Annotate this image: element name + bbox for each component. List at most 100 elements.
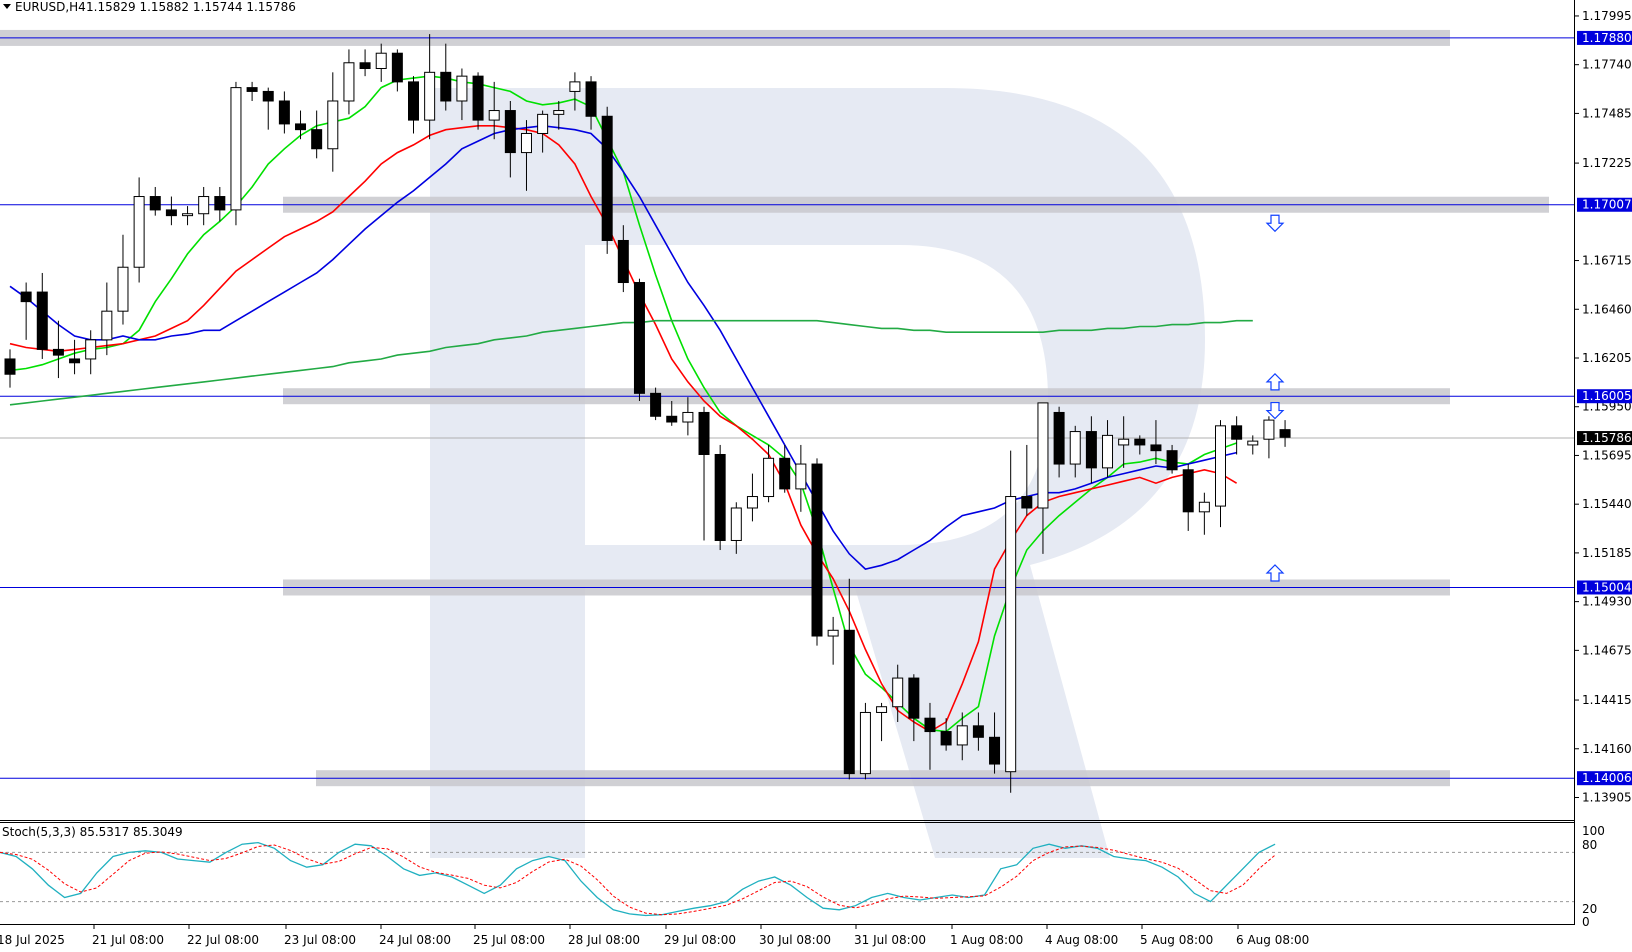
candle-10: [165, 196, 177, 226]
candle-body: [343, 62, 355, 102]
candle-body: [214, 196, 226, 211]
candle-body: [908, 677, 920, 719]
time-label: 23 Jul 08:00: [284, 933, 356, 947]
candle-33: [537, 110, 549, 153]
ma-line-ma_long: [9, 319, 1253, 406]
candle-body: [198, 196, 210, 215]
candle-40: [650, 387, 662, 421]
candle-68: [1102, 420, 1114, 478]
candle-body: [262, 90, 274, 102]
candle-body: [504, 110, 516, 154]
candle-body: [924, 717, 936, 733]
candle-45: [730, 502, 742, 554]
time-label: 5 Aug 08:00: [1140, 933, 1213, 947]
candle-body: [795, 463, 807, 490]
time-label: 30 Jul 08:00: [759, 933, 831, 947]
candle-55: [892, 664, 904, 723]
candle-5: [85, 330, 97, 375]
candle-73: [1182, 464, 1194, 531]
candle-body: [327, 100, 339, 150]
candle-body: [488, 110, 500, 121]
candle-body: [1134, 438, 1146, 446]
candle-body: [133, 196, 145, 268]
candle-body: [827, 629, 839, 637]
candle-body: [246, 87, 258, 92]
time-label: 6 Aug 08:00: [1236, 933, 1309, 947]
horizontal-levels: [0, 37, 1574, 779]
candle-body: [746, 496, 758, 509]
time-label: 25 Jul 08:00: [473, 933, 545, 947]
candle-body: [650, 392, 662, 417]
candle-body: [989, 736, 1001, 765]
candle-body: [295, 123, 307, 131]
candle-69: [1118, 416, 1130, 468]
candle-18: [295, 110, 307, 140]
price-tick-label: 1.13905: [1582, 790, 1632, 804]
symbol-dropdown-icon[interactable]: [3, 4, 11, 9]
candle-body: [537, 113, 549, 134]
candle-16: [262, 87, 274, 130]
candle-42: [682, 397, 694, 436]
level-tag-label: 1.16005: [1582, 389, 1632, 403]
candle-72: [1166, 444, 1178, 474]
level-tag-bg: [1577, 30, 1632, 45]
candle-body: [182, 213, 194, 217]
time-axis-labels: 18 Jul 2025 21 Jul 08:00 22 Jul 08:00 23 Ju…: [0, 924, 1309, 947]
candle-77: [1247, 435, 1259, 455]
candle-26: [424, 34, 436, 140]
candle-76: [1231, 416, 1243, 455]
candle-body: [1166, 450, 1178, 471]
candle-35: [569, 72, 581, 111]
price-tick-label: 1.15185: [1582, 546, 1632, 560]
price-tick-label: 1.17740: [1582, 58, 1632, 72]
price-tick-label: 1.17225: [1582, 156, 1632, 170]
candle-25: [408, 76, 419, 134]
candle-body: [1198, 501, 1210, 513]
candle-body: [278, 100, 290, 125]
candle-7: [117, 234, 129, 325]
candle-body: [375, 52, 387, 70]
candle-body: [4, 358, 16, 375]
time-label: 21 Jul 08:00: [92, 933, 164, 947]
stoch-level-label: 0: [1582, 915, 1590, 929]
price-tick-label: 1.15695: [1582, 448, 1632, 462]
candle-body: [1263, 419, 1275, 440]
candle-body: [520, 132, 532, 154]
candle-19: [311, 110, 323, 159]
level-tag-label: 1.15004: [1582, 580, 1632, 594]
candle-39: [633, 278, 645, 401]
candle-31: [504, 100, 516, 178]
price-tick-label: 1.15440: [1582, 497, 1632, 511]
candle-74: [1198, 492, 1210, 535]
candle-body: [1069, 431, 1081, 465]
candle-15: [246, 81, 258, 101]
level-tag-label: 1.14006: [1582, 771, 1632, 785]
candle-49: [795, 444, 807, 512]
candle-body: [1182, 469, 1194, 513]
time-label: 1 Aug 08:00: [950, 933, 1023, 947]
candle-body: [1215, 425, 1226, 507]
candle-body: [1279, 429, 1291, 438]
candle-79: [1279, 420, 1291, 447]
candle-71: [1150, 420, 1162, 465]
candle-body: [440, 71, 452, 102]
candlesticks: [4, 34, 1291, 793]
level-tag-bg: [1577, 389, 1632, 404]
candle-body: [230, 87, 242, 211]
symbol-label: EURUSD,H4: [15, 0, 86, 14]
time-label: 24 Jul 08:00: [379, 933, 451, 947]
price-tick-label: 1.17485: [1582, 106, 1632, 120]
price-tick-label: 1.15950: [1582, 400, 1632, 414]
candle-body: [101, 310, 113, 341]
candle-43: [698, 406, 710, 541]
stochastic-oscillator: [0, 841, 1276, 917]
ma-line-ma_slow: [9, 124, 1237, 570]
candle-48: [779, 444, 791, 493]
candle-36: [585, 76, 597, 130]
level-tag-bg: [1577, 197, 1632, 212]
candle-body: [859, 711, 871, 775]
candle-body: [698, 411, 710, 455]
candle-body: [456, 75, 468, 102]
price-axis-level-labels: 1.17880 1.17007 1.16005 1.15004 1.14006 1.157…: [1577, 30, 1632, 786]
